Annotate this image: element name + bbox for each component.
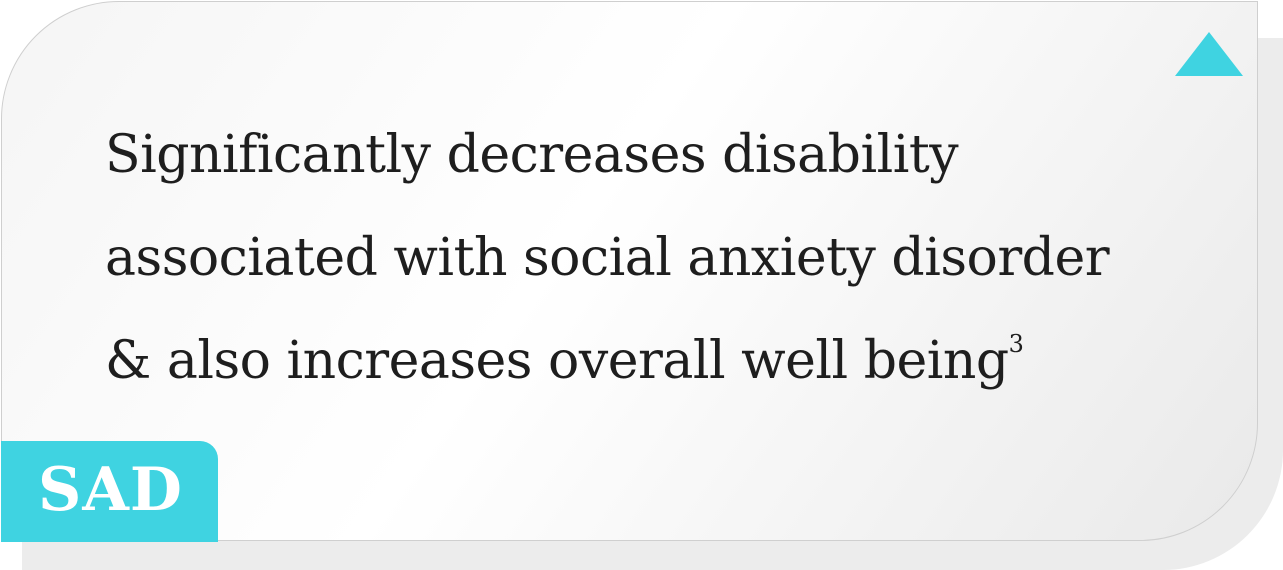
footnote-reference: 3 xyxy=(1008,330,1024,358)
benefit-statement: Significantly decreases disability assoc… xyxy=(105,104,1110,413)
category-badge: SAD xyxy=(1,441,218,542)
statement-line-2: associated with social anxiety disorder xyxy=(105,228,1110,288)
up-arrow-icon xyxy=(1175,32,1243,76)
statement-line-3: & also increases overall well being3 xyxy=(105,310,1109,413)
statement-line-3-text: & also increases overall well being xyxy=(105,331,1009,391)
badge-label: SAD xyxy=(38,455,183,525)
statement-line-1: Significantly decreases disability xyxy=(105,125,959,185)
info-card: Significantly decreases disability assoc… xyxy=(1,1,1258,541)
